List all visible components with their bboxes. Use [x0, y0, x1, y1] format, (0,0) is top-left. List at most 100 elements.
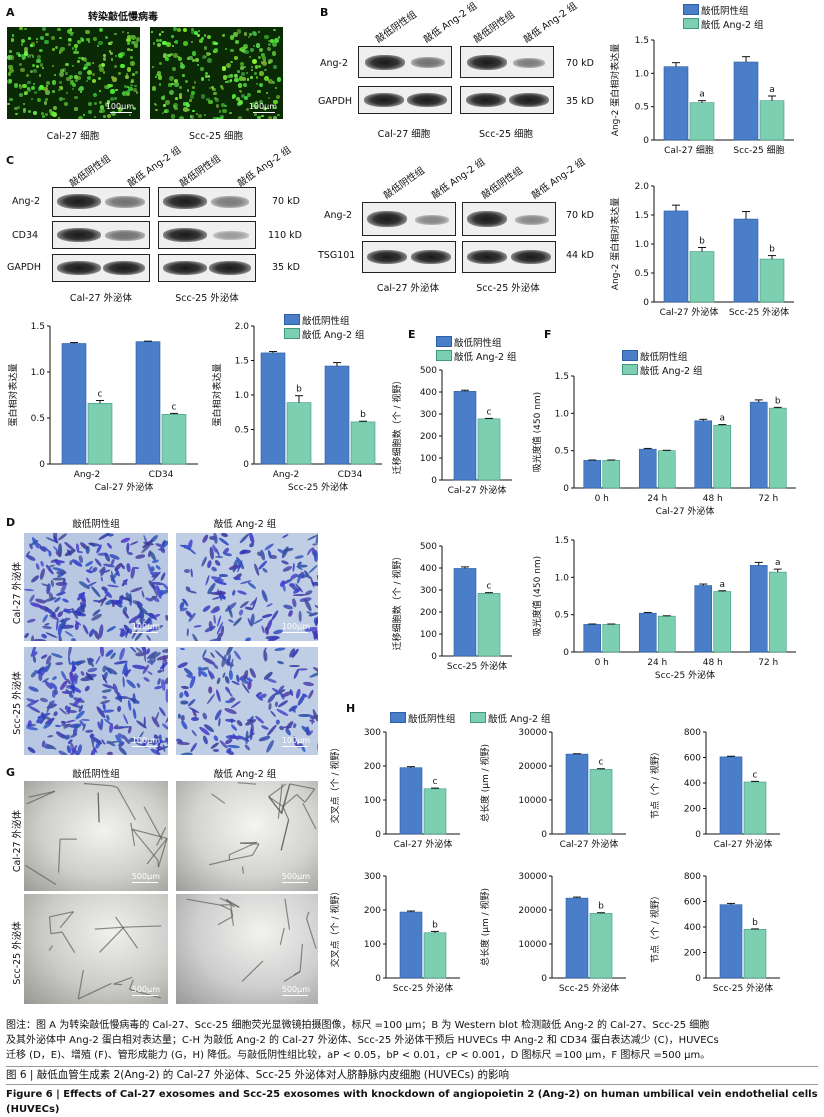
- significance-mark: c: [98, 390, 103, 400]
- x-tick-label: 48 h: [703, 658, 723, 668]
- y-tick-label: 500: [420, 366, 437, 376]
- bar: [261, 353, 285, 464]
- y-tick-label: 1.0: [235, 391, 250, 401]
- kd-label: 70 kD: [272, 196, 300, 207]
- bar: [769, 572, 786, 652]
- x-tick-label: 0 h: [595, 494, 609, 504]
- lane-label: 敲低阴性组: [380, 163, 427, 202]
- western-blot-gapdh-cal27-exo: [52, 254, 150, 282]
- transwell-image-scc25-neg: 100μm: [24, 647, 168, 755]
- y-tick-label: 200: [364, 906, 381, 916]
- y-tick-label: 100: [364, 940, 381, 950]
- blot-row-label: Ang-2: [320, 58, 348, 69]
- lane-label: 敲低 Ang-2 组: [528, 154, 587, 201]
- blot-group-label: Scc-25 外泌体: [175, 290, 239, 304]
- significance-mark: c: [753, 770, 758, 780]
- x-tick-label: Cal-27 外泌体: [560, 838, 619, 850]
- significance-mark: c: [433, 777, 438, 787]
- bar: [603, 624, 620, 652]
- significance-mark: a: [775, 558, 781, 568]
- y-axis-label: 节点（个 / 视野）: [649, 747, 661, 819]
- x-tick-label: 72 h: [758, 658, 778, 668]
- x-axis-label: Scc-25 外泌体: [655, 669, 715, 681]
- western-blot-gapdh-scc25-exo: [158, 254, 256, 282]
- y-axis-label: 交叉点（个 / 视野）: [329, 887, 341, 968]
- bar: [584, 624, 601, 652]
- significance-mark: b: [360, 410, 366, 420]
- x-tick-label: 72 h: [758, 494, 778, 504]
- lane-label: 敲低 Ang-2 组: [520, 0, 579, 45]
- bar: [769, 408, 786, 488]
- row-label: Cal-27 外泌体: [9, 553, 23, 633]
- significance-mark: a: [769, 85, 775, 95]
- blot-group-label: Scc-25 细胞: [479, 126, 533, 140]
- y-tick-label: 1.0: [555, 573, 570, 583]
- y-tick-label: 2.0: [235, 322, 250, 332]
- y-axis-label: Ang-2 蛋白相对表达量: [609, 44, 621, 136]
- x-tick-label: Cal-27 细胞: [664, 144, 714, 156]
- lane-label: 敲低阴性组: [470, 7, 517, 46]
- panel-a-title: 转染敲低慢病毒: [88, 8, 158, 23]
- x-tick-label: Cal-27 外泌体: [448, 484, 507, 496]
- y-tick-label: 0: [375, 974, 381, 984]
- significance-mark: b: [699, 236, 705, 246]
- y-tick-label: 0: [695, 830, 701, 840]
- bar: [454, 568, 476, 656]
- western-blot-cd34-cal27-exo: [52, 221, 150, 249]
- y-axis-label: 蛋白相对表达量: [211, 363, 223, 426]
- y-tick-label: 800: [684, 728, 701, 738]
- y-tick-label: 200: [420, 608, 437, 618]
- bar: [566, 898, 588, 978]
- tube-formation-image-scc25-kd: 500μm: [176, 894, 318, 1004]
- y-tick-label: 0.5: [235, 426, 249, 436]
- blot-group-label: Scc-25 外泌体: [476, 280, 540, 294]
- y-tick-label: 0: [643, 136, 649, 146]
- y-axis-label: 迁移细胞数（个 / 视野）: [391, 376, 403, 475]
- western-blot-tsg101-cal27: [362, 241, 456, 273]
- x-tick-label: Ang-2: [273, 470, 300, 480]
- x-tick-label: 24 h: [647, 494, 667, 504]
- bar: [62, 343, 86, 464]
- legend-neg: 敲低阴性组: [640, 349, 688, 363]
- y-tick-label: 200: [684, 949, 701, 959]
- lane-label: 敲低阴性组: [66, 151, 113, 190]
- panel-label-d: D: [6, 516, 15, 529]
- y-tick-label: 300: [420, 586, 437, 596]
- blot-row-label: TSG101: [318, 250, 355, 261]
- legend-swatch-kd: [470, 712, 486, 723]
- scale-bar-label: 100μm: [249, 102, 277, 111]
- y-tick-label: 1.5: [31, 322, 45, 332]
- fluorescence-image-cal27: 100μm: [7, 27, 140, 119]
- y-tick-label: 0.5: [635, 103, 649, 113]
- caption-divider: [6, 1066, 818, 1067]
- legend-swatch-neg: [622, 350, 638, 361]
- western-blot-gapdh-cal27: [358, 86, 452, 114]
- western-blot-ang2-cal27-exo2: [362, 202, 456, 236]
- legend-swatch-neg: [390, 712, 406, 723]
- bar: [603, 460, 620, 488]
- bar: [760, 101, 784, 140]
- y-tick-label: 1.5: [555, 536, 569, 546]
- y-axis-label: 迁移细胞数（个 / 视野）: [391, 552, 403, 651]
- y-tick-label: 2.0: [635, 182, 650, 192]
- bar: [590, 769, 612, 834]
- significance-mark: c: [487, 407, 492, 417]
- bar: [88, 403, 112, 464]
- y-axis-label: 交叉点（个 / 视野）: [329, 743, 341, 824]
- figure-title-cn: 图 6 | 敲低血管生成素 2(Ang-2) 的 Cal-27 外泌体、Scc-…: [6, 1068, 818, 1083]
- bar: [478, 419, 500, 480]
- y-tick-label: 0.5: [555, 447, 569, 457]
- y-axis-label: 总长度 (μm / 视野): [479, 888, 491, 966]
- legend-swatch-neg: [683, 4, 699, 15]
- y-tick-label: 0: [563, 648, 569, 658]
- y-tick-label: 300: [420, 410, 437, 420]
- y-tick-label: 0: [541, 830, 547, 840]
- significance-mark: a: [719, 414, 725, 424]
